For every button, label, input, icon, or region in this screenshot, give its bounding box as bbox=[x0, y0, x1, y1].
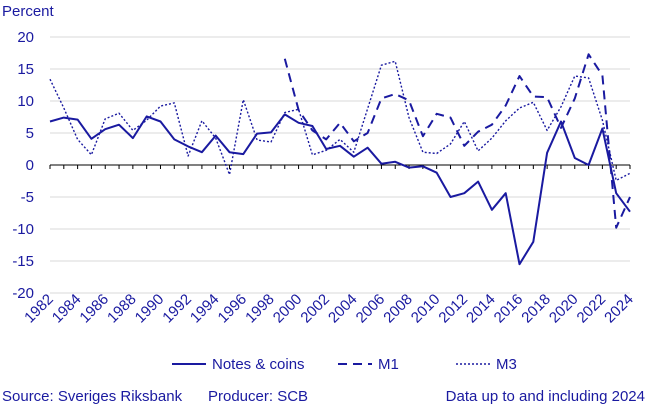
x-tick-label: 1998 bbox=[242, 291, 278, 327]
x-tick-label: 2002 bbox=[297, 291, 333, 327]
x-tick-label: 1984 bbox=[49, 291, 85, 327]
x-tick-label: 2000 bbox=[270, 291, 306, 327]
y-tick-label: 15 bbox=[17, 61, 34, 78]
x-tick-label: 1996 bbox=[215, 291, 251, 327]
x-tick-label: 2012 bbox=[435, 291, 471, 327]
x-tick-label: 2010 bbox=[408, 291, 444, 327]
y-tick-label: 5 bbox=[26, 125, 34, 142]
y-tick-labels: 20 15 10 5 0 -5 -10 -15 -20 bbox=[12, 29, 34, 302]
x-tick-label: 2024 bbox=[601, 291, 637, 327]
x-tick-label: 2008 bbox=[380, 291, 416, 327]
series-line-notes-coins bbox=[49, 113, 631, 266]
y-tick-label: -20 bbox=[12, 285, 34, 302]
x-tick-label: 2004 bbox=[325, 291, 361, 327]
series-lines bbox=[49, 53, 631, 266]
y-axis-label: Percent bbox=[2, 3, 55, 20]
x-tick-label: 1988 bbox=[104, 291, 140, 327]
x-tick-label: 1994 bbox=[187, 291, 223, 327]
legend-label: Notes & coins bbox=[212, 356, 305, 373]
legend-label: M1 bbox=[378, 356, 399, 373]
x-tick-label: 2006 bbox=[353, 291, 389, 327]
footer: Source: Sveriges Riksbank Producer: SCB … bbox=[0, 388, 649, 412]
y-tick-label: -10 bbox=[12, 221, 34, 238]
chart: Percent 20 15 10 5 0 -5 -10 -15 -20 198219841986… bbox=[2, 3, 637, 373]
x-tick-label: 2018 bbox=[518, 291, 554, 327]
y-tick-label: -15 bbox=[12, 253, 34, 270]
x-tick-labels: 1982198419861988199019921994199619982000… bbox=[21, 291, 637, 327]
grid-lines bbox=[49, 36, 631, 294]
legend: Notes & coins M1 M3 bbox=[172, 356, 517, 373]
series-line-m3 bbox=[49, 60, 631, 182]
x-tick-label: 2020 bbox=[546, 291, 582, 327]
x-tick-label: 1986 bbox=[76, 291, 112, 327]
y-tick-label: 0 bbox=[26, 157, 34, 174]
source-text: Source: Sveriges Riksbank bbox=[2, 388, 183, 405]
y-tick-label: -5 bbox=[21, 189, 34, 206]
series-line-m1 bbox=[283, 53, 631, 229]
legend-label: M3 bbox=[496, 356, 517, 373]
x-tick-label: 2014 bbox=[463, 291, 499, 327]
y-tick-label: 20 bbox=[17, 29, 34, 46]
x-tick-label: 1992 bbox=[159, 291, 195, 327]
producer-text: Producer: SCB bbox=[208, 388, 309, 405]
y-tick-label: 10 bbox=[17, 93, 34, 110]
x-tick-label: 1990 bbox=[132, 291, 168, 327]
x-tick-label: 2016 bbox=[491, 291, 527, 327]
x-tick-label: 2022 bbox=[574, 291, 610, 327]
data-note-text: Data up to and including 2024 bbox=[445, 388, 645, 405]
